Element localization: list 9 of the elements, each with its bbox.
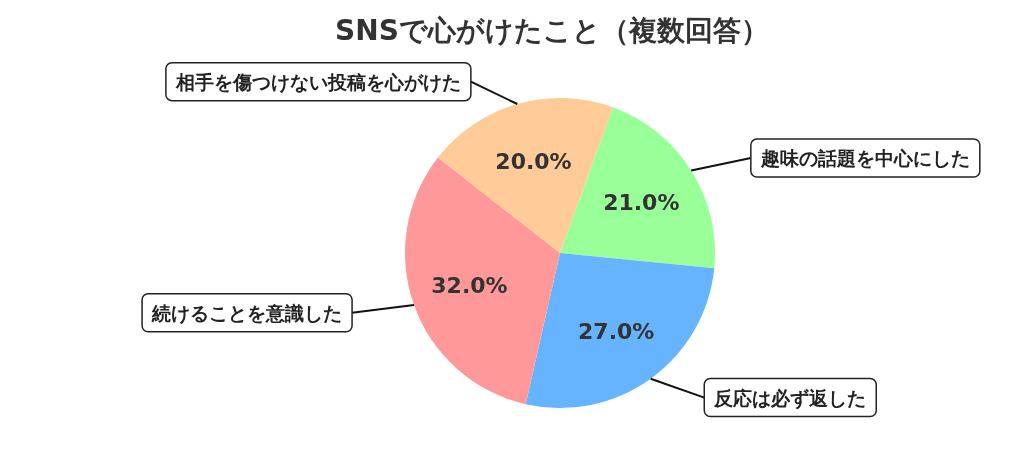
slice-label: 続けることを意識した <box>151 301 343 324</box>
slice-label: 趣味の話題を中心にした <box>759 147 970 170</box>
data-label: 20.0% <box>495 148 572 174</box>
chart-title: SNSで心がけたこと（複数回答） <box>335 14 769 47</box>
data-label: 32.0% <box>431 273 508 299</box>
data-label: 27.0% <box>578 318 655 344</box>
slice-label: 相手を傷つけない投稿を心がけた <box>174 70 461 93</box>
data-label: 21.0% <box>603 189 680 215</box>
slice-label: 反応は必ず返した <box>713 386 867 410</box>
